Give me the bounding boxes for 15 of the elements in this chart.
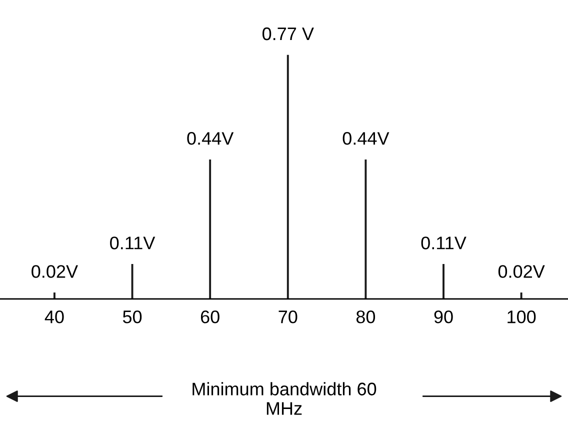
x-tick-label: 90 bbox=[434, 310, 453, 324]
x-tick-label: 60 bbox=[200, 310, 220, 324]
x-tick-label: 70 bbox=[278, 310, 298, 324]
text: Minimum bandwidth 60 MHz bbox=[192, 382, 376, 415]
data-label: 0.11V bbox=[110, 236, 156, 250]
data-label: 0.77 V bbox=[262, 27, 314, 40]
data-label: 0.11V bbox=[421, 236, 466, 250]
x-tick-label: 100 bbox=[508, 310, 536, 324]
data-label: 0.02V bbox=[498, 265, 545, 278]
data-label: 0.44V bbox=[187, 132, 234, 145]
x-tick-label: 40 bbox=[44, 310, 64, 324]
data-label: 0.02V bbox=[32, 265, 78, 278]
x-tick-label: 80 bbox=[356, 310, 376, 324]
x-tick-label: 50 bbox=[122, 310, 142, 324]
data-label: 0.44V bbox=[342, 132, 390, 145]
